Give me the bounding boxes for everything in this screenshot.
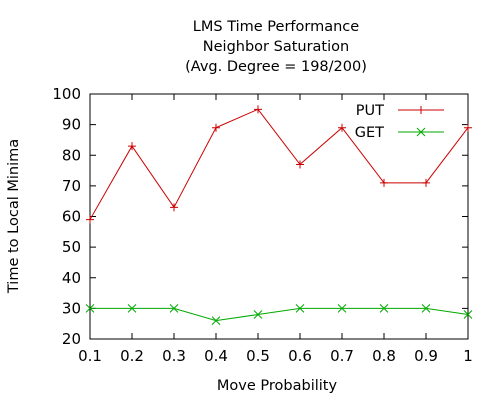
- data-point-put: [170, 203, 178, 212]
- data-point-get: [463, 310, 473, 319]
- y-tick-label: 90: [62, 116, 81, 134]
- y-tick-label: 20: [62, 330, 81, 348]
- data-point-get: [295, 304, 305, 313]
- data-point-get: [379, 304, 389, 313]
- x-tick-label: 0.1: [78, 347, 102, 365]
- y-axis-label: Time to Local Minima: [6, 139, 22, 294]
- legend-label-get: GET: [355, 125, 384, 141]
- series-line-get: [90, 307, 469, 322]
- y-axis: 20 30 40 50 60 70 80 90 100: [52, 85, 468, 348]
- x-tick-label: 0.2: [120, 347, 144, 365]
- data-point-get: [253, 310, 263, 319]
- data-point-put: [86, 215, 94, 224]
- y-tick-label: 100: [52, 85, 81, 103]
- data-point-get: [169, 304, 179, 313]
- x-tick-label: 0.3: [162, 347, 186, 365]
- chart-title-line-2: Neighbor Saturation: [203, 39, 349, 55]
- x-axis-label: Move Probability: [217, 378, 338, 394]
- x-tick-label: 0.6: [288, 347, 312, 365]
- x-tick-label: 0.5: [246, 347, 270, 365]
- series-line-put: [89, 108, 469, 220]
- chart-title: LMS Time Performance Neighbor Saturation…: [185, 19, 367, 75]
- x-tick-label: 0.4: [204, 347, 228, 365]
- plot-frame: [89, 93, 469, 340]
- data-point-put: [128, 142, 136, 151]
- data-point-put: [380, 178, 388, 187]
- x-tick-label: 0.7: [330, 347, 354, 365]
- chart-title-line-3: (Avg. Degree = 198/200): [185, 59, 367, 75]
- data-point-put: [422, 178, 430, 187]
- legend-marker-put: [417, 106, 425, 114]
- y-tick-label: 30: [62, 299, 81, 317]
- series-layer: [85, 105, 473, 325]
- data-point-get: [85, 304, 95, 313]
- data-point-put: [338, 123, 346, 132]
- legend-marker-get: [416, 127, 426, 137]
- data-point-put: [254, 105, 262, 114]
- data-point-put: [296, 160, 304, 169]
- y-tick-label: 70: [62, 177, 81, 195]
- y-tick-label: 80: [62, 146, 81, 164]
- x-tick-label: 0.8: [372, 347, 396, 365]
- y-tick-label: 50: [62, 238, 81, 256]
- data-point-get: [421, 304, 431, 313]
- data-point-put: [212, 123, 220, 132]
- data-point-get: [211, 316, 221, 325]
- legend-label-put: PUT: [356, 103, 384, 119]
- legend: PUT GET: [355, 103, 444, 141]
- data-point-get: [337, 304, 347, 313]
- x-axis: 0.1 0.2 0.3 0.4 0.5 0.6 0.7 0.8 0.9 1: [78, 94, 473, 365]
- x-tick-label: 0.9: [414, 347, 438, 365]
- data-point-get: [127, 304, 137, 313]
- series-get: [85, 304, 473, 325]
- x-tick-label: 1: [463, 347, 473, 365]
- y-tick-label: 40: [62, 269, 81, 287]
- series-put: [86, 105, 472, 224]
- data-point-put: [464, 123, 472, 132]
- y-tick-label: 60: [62, 208, 81, 226]
- chart-title-line-1: LMS Time Performance: [193, 19, 359, 35]
